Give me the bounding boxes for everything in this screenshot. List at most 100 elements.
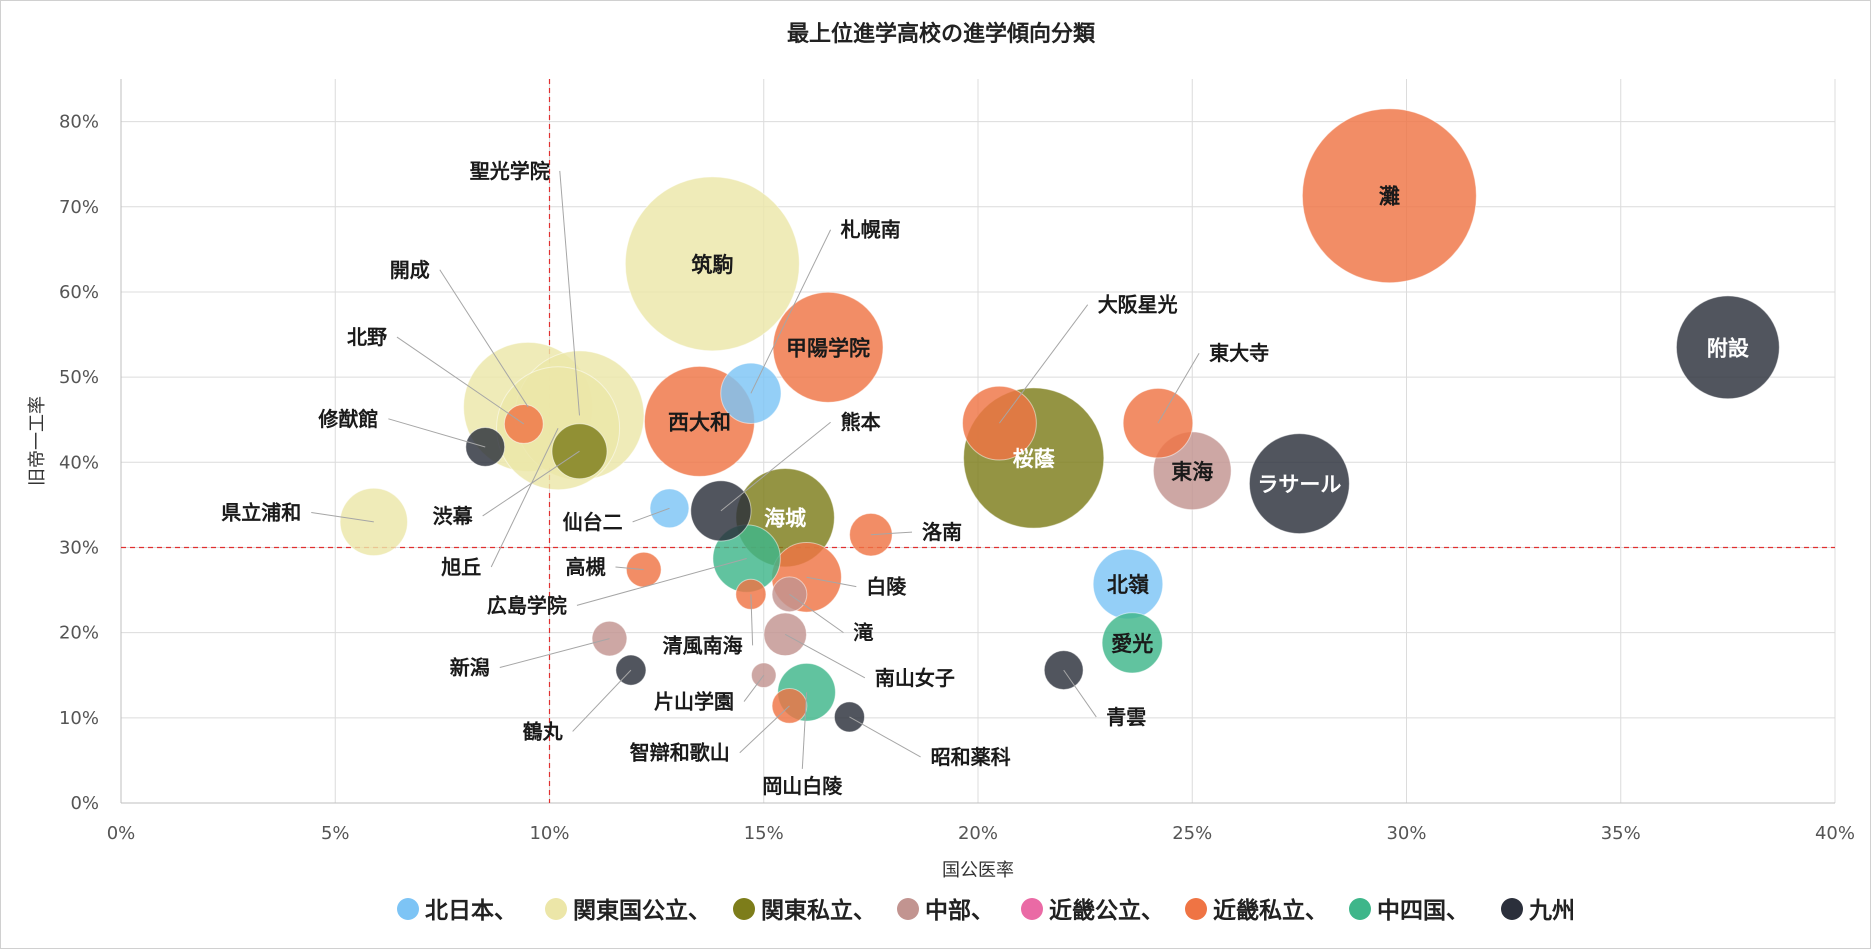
leader-line xyxy=(396,336,525,425)
y-tick-label: 30% xyxy=(59,537,99,558)
x-tick-label: 5% xyxy=(321,823,350,844)
legend-marker xyxy=(733,898,755,920)
leader-line xyxy=(870,531,913,536)
leader-line xyxy=(439,269,529,408)
bubble-label: 筑駒 xyxy=(691,253,733,277)
leader-line xyxy=(499,638,610,669)
bubble-label: 高槻 xyxy=(565,555,605,579)
legend-entry: 近畿公立、 xyxy=(1049,897,1164,924)
bubble-label: 愛光 xyxy=(1111,632,1153,656)
bubble-label: 智辯和歌山 xyxy=(630,741,730,765)
bubble-label: 札幌南 xyxy=(840,218,901,242)
leader-line xyxy=(739,705,790,754)
leader-line xyxy=(801,692,808,769)
bubble-label: 海城 xyxy=(764,507,806,531)
legend-marker xyxy=(1501,898,1523,920)
y-tick-label: 70% xyxy=(59,197,99,218)
bubble-label: ラサール xyxy=(1257,473,1341,497)
legend-entry: 関東国公立、 xyxy=(573,897,711,924)
leader-line xyxy=(806,576,857,588)
bubble-label: 東海 xyxy=(1171,460,1213,484)
bubble-label: 熊本 xyxy=(841,410,881,434)
bubble-label: 聖光学院 xyxy=(470,159,550,183)
chart-title: 最上位進学高校の進学傾向分類 xyxy=(787,21,1096,47)
leader-line xyxy=(743,674,765,702)
leader-line xyxy=(1063,669,1097,718)
y-tick-label: 80% xyxy=(59,112,99,133)
bubble-label: 広島学院 xyxy=(487,593,567,617)
bubble-point xyxy=(1675,295,1780,400)
leader-line xyxy=(615,566,644,571)
leader-line xyxy=(311,512,374,523)
y-tick-label: 0% xyxy=(70,793,99,814)
x-tick-label: 25% xyxy=(1172,823,1212,844)
axes: 最上位進学高校の進学傾向分類 国公医率 旧帝一工率 0% 5% 10% 15% 20% 2… xyxy=(27,21,1855,881)
bubble-label: 清風南海 xyxy=(663,633,743,657)
bubble-point xyxy=(1248,433,1350,535)
x-tick-label: 20% xyxy=(958,823,998,844)
leader-line xyxy=(490,428,559,568)
bubble-point xyxy=(771,576,808,613)
leader-line xyxy=(789,593,844,634)
leader-line xyxy=(388,418,486,448)
bubble-label: 鶴丸 xyxy=(523,719,564,743)
legend-entry: 近畿私立、 xyxy=(1213,897,1328,924)
legend-marker xyxy=(1349,898,1371,920)
bubble-label: 東大寺 xyxy=(1209,341,1269,365)
legend-marker xyxy=(1021,898,1043,920)
legend-marker xyxy=(1185,898,1207,920)
bubble-point xyxy=(624,176,800,352)
bubble-label: 南山女子 xyxy=(875,666,955,690)
leader-line xyxy=(576,558,747,606)
bubble-label: 青雲 xyxy=(1106,705,1146,729)
bubble-label: 洛南 xyxy=(922,520,962,544)
leader-line xyxy=(572,669,632,732)
x-axis-title: 国公医率 xyxy=(942,860,1014,881)
leader-line xyxy=(999,304,1089,424)
bubble-point xyxy=(1101,612,1163,674)
legend-marker xyxy=(397,898,419,920)
x-tick-label: 40% xyxy=(1815,823,1855,844)
bubble-point xyxy=(1122,387,1194,459)
y-tick-label: 40% xyxy=(59,452,99,473)
bubble-label: 昭和薬科 xyxy=(931,745,1011,769)
legend-entry: 北日本、 xyxy=(425,898,517,924)
y-tick-label: 10% xyxy=(59,708,99,729)
x-tick-label: 10% xyxy=(529,823,569,844)
bubble-point xyxy=(649,488,690,529)
leader-line xyxy=(559,170,580,416)
x-tick-label: 15% xyxy=(744,823,784,844)
bubble-label: 大阪星光 xyxy=(1098,293,1178,317)
bubble-label: 北嶺 xyxy=(1107,573,1149,597)
legend: 北日本、 関東国公立、 関東私立、 中部、 近畿公立、 近畿私立、 中四国、 九州 xyxy=(397,897,1575,924)
leader-line xyxy=(784,633,866,679)
y-tick-label: 60% xyxy=(59,282,99,303)
legend-marker xyxy=(897,898,919,920)
x-tick-label: 0% xyxy=(107,823,136,844)
y-axis-title: 旧帝一工率 xyxy=(27,396,48,486)
leader-line xyxy=(849,716,921,758)
bubble-label: 西大和 xyxy=(668,410,731,434)
legend-entry: 九州 xyxy=(1528,898,1575,924)
bubble-label: 滝 xyxy=(853,621,873,645)
bubble-label: 岡山白陵 xyxy=(762,774,843,798)
leader-line xyxy=(750,229,832,394)
bubble-label: 仙台二 xyxy=(563,510,623,534)
bubble-label: 片山学園 xyxy=(654,690,734,714)
bubble-label: 新潟 xyxy=(450,656,490,680)
bubble-label: 灘 xyxy=(1379,185,1400,209)
leader-line xyxy=(1157,352,1200,424)
y-tick-label: 50% xyxy=(59,367,99,388)
bubble-point xyxy=(1301,108,1477,284)
bubble-label: 附設 xyxy=(1707,336,1750,360)
x-tick-label: 35% xyxy=(1601,823,1641,844)
leader-line xyxy=(750,594,754,646)
legend-entry: 中四国、 xyxy=(1377,898,1469,924)
bubble-label: 旭丘 xyxy=(440,555,481,579)
leader-line xyxy=(720,421,831,512)
leader-line xyxy=(632,507,670,523)
legend-entry: 中部、 xyxy=(925,897,994,924)
